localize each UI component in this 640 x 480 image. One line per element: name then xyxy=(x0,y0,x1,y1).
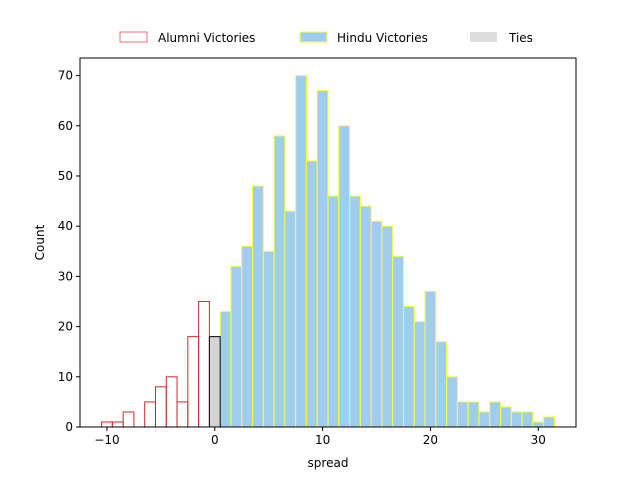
y-tick-label: 30 xyxy=(58,269,73,283)
bar xyxy=(252,185,264,428)
bar xyxy=(359,205,372,428)
bar xyxy=(338,125,351,428)
y-tick-label: 20 xyxy=(58,320,73,334)
x-tick-label: 10 xyxy=(315,433,330,447)
legend: Alumni Victories Hindu Victories Ties xyxy=(119,31,533,45)
bar xyxy=(489,401,502,428)
bar xyxy=(467,401,480,428)
bar xyxy=(273,135,286,428)
bar xyxy=(424,290,437,428)
y-tick-label: 50 xyxy=(58,169,73,183)
y-tick-label: 0 xyxy=(65,420,73,434)
y-tick-label: 10 xyxy=(58,370,73,384)
bar xyxy=(370,220,383,428)
x-axis: −10 0 10 20 30 xyxy=(94,427,546,447)
x-tick-label: −10 xyxy=(94,433,119,447)
bar xyxy=(349,195,361,428)
bar xyxy=(327,195,340,428)
legend-swatch xyxy=(119,31,148,43)
legend-label: Alumni Victories xyxy=(158,31,255,45)
bar xyxy=(413,321,426,428)
x-tick-label: 0 xyxy=(211,433,219,447)
y-tick-label: 40 xyxy=(58,219,73,233)
bar xyxy=(532,421,545,428)
y-tick-label: 70 xyxy=(58,69,73,83)
x-tick-label: 20 xyxy=(423,433,438,447)
bar xyxy=(521,411,534,428)
plot-frame xyxy=(79,57,577,428)
bar xyxy=(316,90,329,428)
bar xyxy=(295,75,307,428)
bar xyxy=(381,225,394,428)
y-tick-label: 60 xyxy=(58,119,73,133)
bar xyxy=(510,411,523,428)
bar xyxy=(543,416,555,428)
x-axis-label: spread xyxy=(308,456,349,470)
bar xyxy=(446,376,458,428)
bar xyxy=(392,255,404,428)
bar xyxy=(262,250,275,428)
bar xyxy=(500,406,512,428)
bar xyxy=(478,411,491,428)
bar xyxy=(219,311,232,428)
bar xyxy=(435,341,448,428)
legend-swatch xyxy=(299,31,328,43)
y-axis: 0 10 20 30 40 50 60 70 xyxy=(58,69,80,434)
y-axis-label: Count xyxy=(33,224,47,260)
legend-label: Ties xyxy=(508,31,533,45)
bar xyxy=(208,336,221,428)
bar xyxy=(402,306,415,428)
bar xyxy=(241,245,254,428)
bar xyxy=(305,160,318,428)
bars-group xyxy=(101,75,555,428)
legend-label: Hindu Victories xyxy=(337,31,428,45)
x-tick-label: 30 xyxy=(531,433,546,447)
legend-swatch xyxy=(470,32,497,42)
bar xyxy=(284,210,297,428)
bar xyxy=(456,401,469,428)
bar xyxy=(230,265,243,428)
